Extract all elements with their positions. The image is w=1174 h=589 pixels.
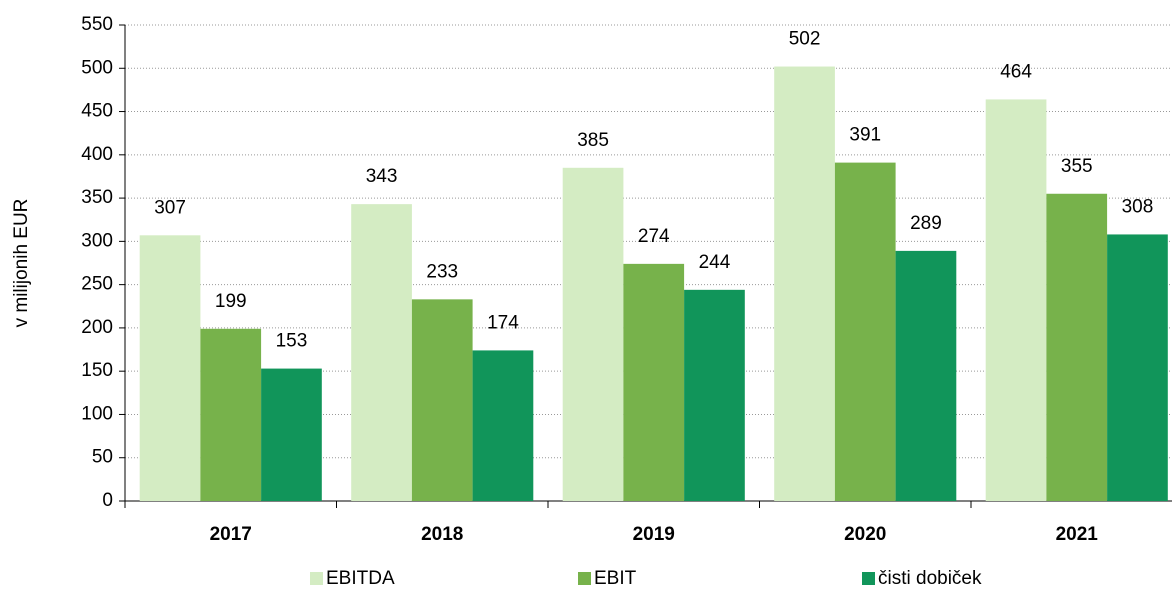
y-tick-label: 50 xyxy=(92,447,113,468)
y-tick-label: 350 xyxy=(81,187,113,208)
data-label: 343 xyxy=(366,166,398,187)
y-axis-label: v milijonih EUR xyxy=(11,199,32,328)
bar xyxy=(411,299,473,501)
data-label: 502 xyxy=(789,29,821,50)
legend-label: EBITDA xyxy=(326,568,395,589)
data-label: 274 xyxy=(638,226,670,247)
data-label: 391 xyxy=(849,125,881,146)
data-label: 199 xyxy=(215,291,247,312)
bar xyxy=(985,99,1047,502)
x-tick-label: 2020 xyxy=(844,524,886,545)
y-tick-label: 450 xyxy=(81,101,113,122)
y-tick-label: 550 xyxy=(81,14,113,35)
bar xyxy=(261,368,322,501)
y-tick-label: 0 xyxy=(102,490,113,511)
bar xyxy=(774,66,835,502)
data-label: 355 xyxy=(1061,156,1093,177)
legend-swatch xyxy=(862,572,875,585)
y-tick-label: 300 xyxy=(81,230,113,251)
data-label: 464 xyxy=(1000,61,1032,82)
bar xyxy=(834,162,896,501)
x-tick-label: 2019 xyxy=(633,524,675,545)
y-tick-label: 150 xyxy=(81,360,113,381)
legend-label: čisti dobiček xyxy=(878,568,982,589)
data-label: 153 xyxy=(276,331,308,352)
legend-swatch xyxy=(310,572,323,585)
data-label: 307 xyxy=(154,197,186,218)
legend-label: EBIT xyxy=(594,568,637,589)
data-label: 244 xyxy=(699,252,731,273)
y-tick-label: 500 xyxy=(81,57,113,78)
legend-swatch xyxy=(578,572,591,585)
y-tick-label: 250 xyxy=(81,274,113,295)
bar xyxy=(623,263,685,501)
bar xyxy=(562,167,624,502)
bar xyxy=(1046,193,1108,501)
bar xyxy=(895,250,957,501)
bar xyxy=(472,350,534,501)
bar xyxy=(139,235,201,501)
data-label: 289 xyxy=(910,213,942,234)
x-tick-label: 2021 xyxy=(1056,524,1099,545)
bar xyxy=(684,289,745,501)
y-tick-label: 100 xyxy=(81,403,113,424)
y-tick-label: 200 xyxy=(81,317,113,338)
data-label: 385 xyxy=(577,130,609,151)
data-label: 233 xyxy=(426,261,458,282)
x-tick-label: 2017 xyxy=(210,524,252,545)
bar xyxy=(1107,234,1168,501)
bar xyxy=(200,328,262,501)
y-tick-label: 400 xyxy=(81,144,113,165)
bar xyxy=(351,204,412,501)
data-label: 308 xyxy=(1122,196,1154,217)
x-tick-label: 2018 xyxy=(421,524,463,545)
data-label: 174 xyxy=(487,312,519,333)
